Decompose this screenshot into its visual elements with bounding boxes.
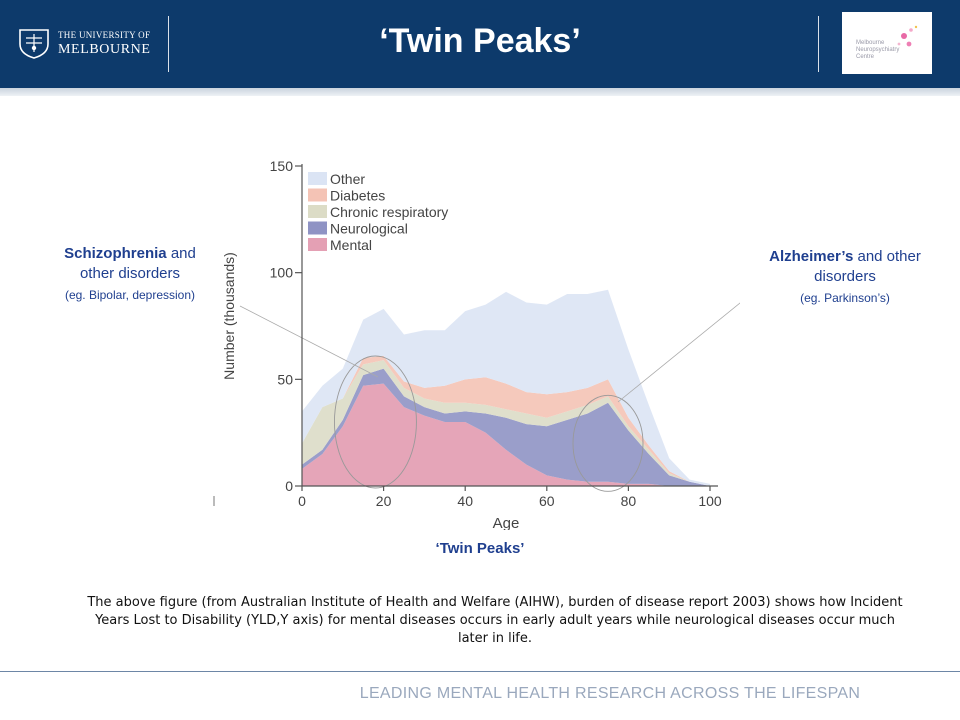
stacked-area-chart: 0 50 100 150 0 20 40 60 80 100 Age Number (thousand… [213,158,740,530]
legend-label-chronic-respiratory: Chronic respiratory [330,204,448,220]
x-tick-label: 20 [376,493,392,509]
header-bar: THE UNIVERSITY OF MELBOURNE ‘Twin Peaks’… [0,0,960,88]
legend-label-other: Other [330,171,365,187]
figure-caption: The above figure (from Australian Instit… [87,595,903,646]
x-tick-label: 100 [698,493,722,509]
chart-annotation-layer [239,302,740,492]
annotation-schizophrenia-sub: (eg. Bipolar, depression) [64,288,196,302]
partner-logo: Melbourne Neuropsychiatry Centre [842,12,932,74]
y-tick-label: 50 [277,371,293,387]
x-tick-label: 40 [457,493,473,509]
y-tick-label: 100 [270,265,294,281]
annotation-alzheimers-sub: (eg. Parkinson’s) [800,291,890,305]
x-tick-label: 60 [539,493,555,509]
annotation-ellipse-schizophrenia [333,355,417,489]
annotation-ellipse-alzheimers [572,394,644,492]
annotation-alzheimers-strong: Alzheimer’s [769,248,854,265]
series-area-mental [302,383,710,486]
series-area-chronic-respiratory [302,360,710,486]
legend-swatch-diabetes [308,188,327,202]
annotation-schizophrenia-line2: other disorders [79,265,181,282]
series-area-other [302,289,710,486]
legend-swatch-chronic-respiratory [308,205,327,218]
annotation-alzheimers-rest: and other [853,248,921,265]
annotation-alzheimers-line2: disorders [814,268,876,285]
chart-axes: 0 50 100 150 0 20 40 60 80 100 Age Number (thousand… [213,158,722,530]
header-divider-left [168,16,169,72]
series-area-diabetes [302,355,710,486]
annotation-alzheimers: Alzheimer’s and other disorders (eg. Par… [745,247,945,305]
legend-swatch-neurological [308,221,327,235]
legend-label-neurological: Neurological [330,221,408,237]
footer-divider [0,671,960,672]
header-divider-right [818,16,819,72]
partner-logo-sparkle-icon [897,25,918,47]
legend-label-diabetes: Diabetes [330,188,385,204]
annotation-schizophrenia-strong: Schizophrenia [64,245,167,262]
university-crest-icon [19,29,49,59]
legend-swatch-mental [308,238,327,251]
slide-title: ‘Twin Peaks’ [379,22,581,60]
legend-label-mental: Mental [330,237,372,253]
legend-swatch-other [308,172,327,185]
twin-peaks-label: ‘Twin Peaks’ [435,540,525,557]
university-logo: THE UNIVERSITY OF MELBOURNE [16,24,166,64]
partner-logo-text: Melbourne Neuropsychiatry Centre [856,40,900,60]
annotation-pointer-right [617,302,740,403]
y-tick-label: 0 [285,478,293,494]
series-area-neurological [302,368,710,486]
x-tick-label: 80 [621,493,637,509]
annotation-schizophrenia-rest: and [166,245,196,262]
footer-tagline: LEADING MENTAL HEALTH RESEARCH ACROSS TH… [359,685,861,702]
y-axis-title: Number (thousands) [221,252,237,380]
x-axis-title: Age [493,515,520,530]
chart-series-layers [302,289,710,486]
annotation-schizophrenia: Schizophrenia and other disorders (eg. B… [30,244,230,302]
annotation-pointer-left [239,305,379,378]
university-name-small: THE UNIVERSITY OF [58,30,151,40]
university-name-big: MELBOURNE [58,42,151,57]
header-stripe [0,88,960,96]
y-tick-label: 150 [270,158,294,174]
x-tick-label: 0 [298,493,306,509]
